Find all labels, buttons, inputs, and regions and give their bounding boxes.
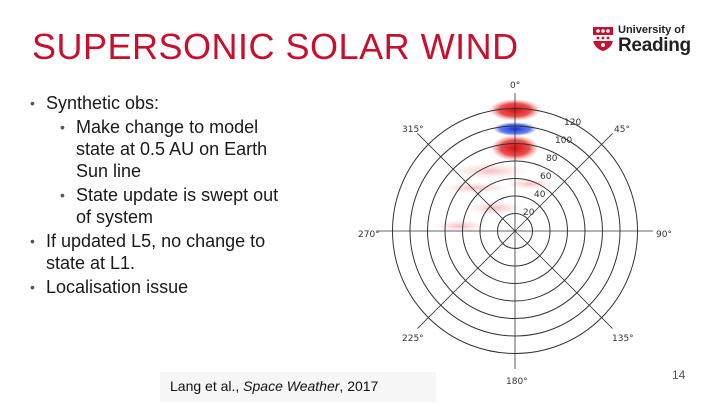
angle-label-315: 315° xyxy=(402,125,424,135)
bullet-localisation: Localisation issue xyxy=(30,276,330,298)
angle-label-135: 135° xyxy=(612,334,634,344)
sub-bullet-state-update: State update is swept out of system xyxy=(30,184,330,228)
bullet-text: State update is swept out xyxy=(76,185,279,205)
radial-label-80: 80 xyxy=(546,154,558,164)
radial-label-120: 120 xyxy=(564,118,581,128)
bullet-text: Localisation issue xyxy=(46,277,189,297)
angle-label-225: 225° xyxy=(402,334,424,344)
sub-bullet-model-change: Make change to model state at 0.5 AU on … xyxy=(30,116,330,182)
swept-perturbation xyxy=(432,143,555,232)
angle-label-0: 0° xyxy=(510,81,520,91)
grid-spoke xyxy=(514,133,613,232)
angular-grid xyxy=(377,93,653,369)
grid-spoke xyxy=(417,230,516,329)
slide-title: SUPERSONIC SOLAR WIND xyxy=(32,26,519,67)
caption-authors: Lang et al., xyxy=(170,378,244,394)
caption-journal: Space Weather xyxy=(243,378,340,394)
angle-label-270: 270° xyxy=(358,230,380,240)
logo-text-line2: Reading xyxy=(618,35,691,56)
bullet-text: state at L1. xyxy=(46,253,136,273)
angle-label-45: 45° xyxy=(614,125,630,135)
grid-spoke xyxy=(417,133,516,232)
bullet-text: Make change to model xyxy=(76,117,259,137)
bullet-text: state at 0.5 AU on Earth xyxy=(76,139,268,159)
polar-labels: 0° 45° 90° 135° 180° 225° 270° 315° 20 4… xyxy=(358,81,672,386)
bullet-text: of system xyxy=(76,207,154,227)
figure-caption: Lang et al., Space Weather, 2017 xyxy=(160,372,436,402)
bullet-text: Synthetic obs: xyxy=(46,93,160,113)
grid-spoke xyxy=(514,230,613,329)
university-logo: University of Reading xyxy=(592,24,692,60)
bullet-text: Sun line xyxy=(76,161,142,181)
bullet-synthetic-obs: Synthetic obs: xyxy=(30,92,330,114)
caption-year: , 2017 xyxy=(339,378,379,394)
angle-label-90: 90° xyxy=(656,230,672,240)
radial-label-100: 100 xyxy=(555,136,572,146)
bullet-text: If updated L5, no change to xyxy=(46,231,266,251)
crest-icon xyxy=(593,27,613,51)
bullet-list: Synthetic obs: Make change to model stat… xyxy=(30,92,330,300)
logo-text-line1: University of xyxy=(618,24,685,36)
polar-plot: 0° 45° 90° 135° 180° 225° 270° 315° 20 4… xyxy=(358,81,672,386)
page-number: 14 xyxy=(672,368,686,382)
radial-label-60: 60 xyxy=(540,172,552,182)
bullet-l5-update: If updated L5, no change to state at L1. xyxy=(30,230,330,274)
radial-label-20: 20 xyxy=(523,208,535,218)
angle-label-180: 180° xyxy=(506,377,528,386)
radial-label-40: 40 xyxy=(534,190,546,200)
